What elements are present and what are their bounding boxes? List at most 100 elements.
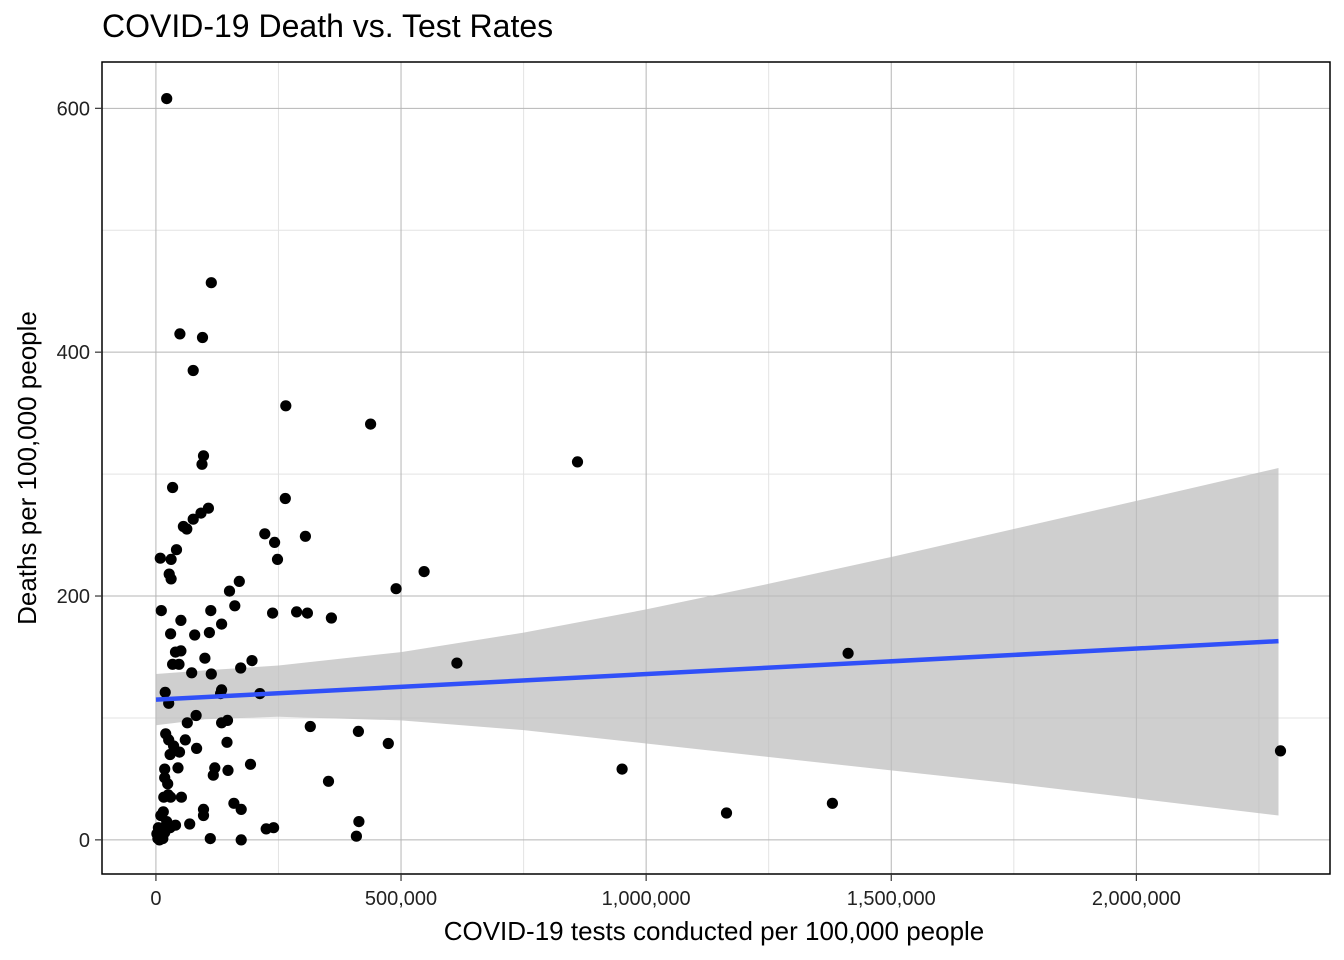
x-tick-label: 0 [150,888,161,910]
data-point [280,400,292,412]
data-point [235,803,247,816]
data-point [187,364,199,377]
data-point [175,645,187,657]
data-point [165,573,177,585]
data-point [190,709,202,722]
data-point [205,277,217,289]
data-point [269,536,281,549]
confidence-band [155,468,1279,816]
data-point [365,418,377,430]
data-point [173,746,186,758]
data-point [196,331,209,344]
data-point [216,717,228,729]
data-point [390,583,402,595]
data-point [161,93,173,105]
data-point [155,605,167,617]
data-point [159,686,171,698]
x-axis-title: COVID-19 tests conducted per 100,000 peo… [444,916,985,946]
data-point [301,607,313,619]
data-points [151,93,1287,846]
data-point [304,720,316,733]
data-point [205,668,217,680]
data-point [222,764,234,777]
data-point [322,775,335,787]
trend-line [155,638,1279,702]
data-point [418,566,430,578]
data-point [571,456,584,468]
data-point [616,763,628,775]
data-point [187,513,199,525]
data-point [174,328,186,340]
data-point [352,725,364,738]
data-point [216,618,228,630]
data-point [259,528,271,540]
data-point [197,809,210,822]
data-point [195,507,207,519]
data-point [165,628,177,640]
data-point [299,530,311,542]
y-axis-title: Deaths per 100,000 people [12,311,42,625]
data-point [353,816,365,828]
trend-line-layer [155,638,1279,702]
data-point [179,734,191,746]
data-point [1274,745,1287,757]
data-point [268,822,280,834]
data-point [267,607,279,619]
data-point [451,657,463,669]
data-point [246,655,258,667]
data-point [159,763,171,775]
data-point [165,553,177,566]
data-point [279,492,291,505]
data-point [223,585,236,597]
y-tick-label: 200 [57,586,90,608]
data-point [170,544,183,556]
panel-border [101,61,1331,875]
data-point [204,833,216,845]
data-point [221,736,233,748]
data-point [164,748,176,761]
data-point [235,662,247,674]
x-tick-label: 1,500,000 [847,888,936,910]
data-point [244,758,257,770]
axes: 0 500,000 1,000,000 1,500,000 2,000,000 0 200 4… [57,98,1181,910]
data-point [191,742,203,755]
y-tick-label: 400 [57,342,90,364]
data-point [184,818,196,830]
data-point [203,627,215,639]
data-point [157,833,169,845]
y-tick-label: 600 [57,98,90,120]
data-point [173,658,185,670]
x-tick-label: 2,000,000 [1092,888,1181,910]
data-point [157,806,169,818]
data-point [207,769,219,781]
data-point [350,830,362,842]
data-point [826,797,839,809]
data-point [186,667,198,679]
data-point [229,600,241,612]
data-point [175,791,187,803]
x-tick-label: 1,000,000 [602,888,691,910]
confidence-band-layer [155,468,1279,816]
data-point [154,552,166,564]
data-point [181,523,193,535]
data-point [160,824,172,836]
data-point [382,737,394,750]
chart-title: COVID-19 Death vs. Test Rates [102,8,554,44]
data-point [175,614,187,627]
data-point [205,605,217,617]
data-point [842,647,854,659]
data-point [325,612,337,624]
data-point [189,629,201,641]
data-point [271,553,284,566]
data-point [197,450,210,462]
x-tick-label: 500,000 [365,888,437,910]
data-point [181,717,193,729]
data-point [172,762,184,774]
data-point [720,807,733,819]
data-point [165,791,177,803]
data-point [233,575,245,588]
data-point [162,778,174,790]
data-point [199,652,211,664]
y-tick-label: 0 [79,830,90,852]
